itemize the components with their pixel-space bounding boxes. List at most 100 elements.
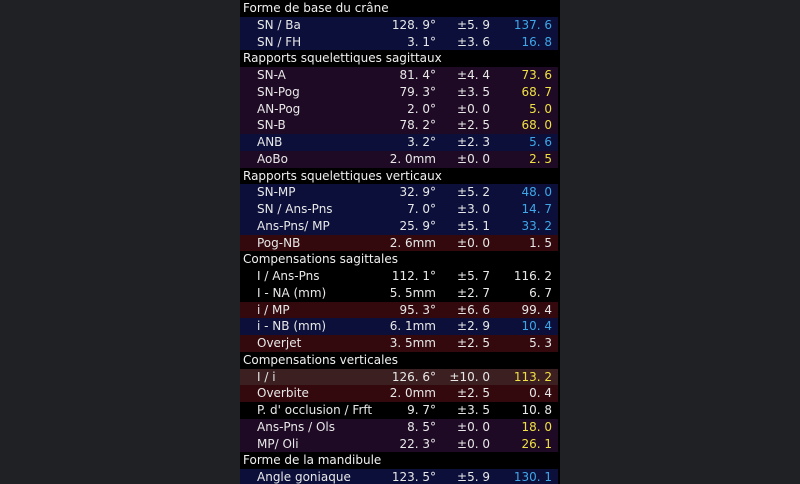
patient-value: 68. 0 [521, 118, 552, 133]
measurement-label: i - NB (mm) [257, 319, 327, 334]
std-deviation: ±3. 0 [457, 202, 490, 216]
section-header-compensations-sagittales: Compensations sagittales [243, 252, 398, 267]
patient-value: 113. 2 [513, 369, 552, 384]
norm-value: 112. 1° [391, 269, 436, 283]
measurement-row-overbite[interactable]: Overbite 2. 0mm ±2. 5 0. 4 [240, 385, 558, 402]
measurement-label: Pog-NB [257, 235, 301, 250]
std-deviation: ±2. 7 [457, 285, 490, 300]
section-header-rapports-squelettiques-verticaux: Rapports squelettiques verticaux [243, 168, 442, 183]
norm-value: 5. 5mm [389, 285, 436, 300]
std-deviation: ±3. 6 [457, 34, 490, 49]
measurement-label: SN-B [257, 118, 286, 133]
patient-value: 48. 0 [521, 185, 552, 200]
measurement-row-aobo[interactable]: AoBo 2. 0mm ±0. 0 2. 5 [240, 150, 558, 168]
measurement-row-sn-fh[interactable]: SN / FH 3. 1° ±3. 6 16. 8 [240, 33, 558, 51]
patient-value: 2. 5 [529, 151, 552, 166]
measurement-row-ans-pns-mp[interactable]: Ans-Pns/ MP 25. 9° ±5. 1 33. 2 [240, 217, 558, 235]
measurement-label: Ans-Pns / Ols [257, 419, 335, 434]
measurement-label: SN / FH [257, 34, 302, 49]
std-deviation: ±5. 2 [457, 185, 490, 200]
std-deviation: ±10. 0 [449, 369, 490, 384]
std-deviation: ±2. 5 [457, 118, 490, 133]
norm-value: 7. 0° [407, 202, 436, 216]
measurement-row-angle-goniaque[interactable]: Angle goniaque 123. 5° ±5. 9 130. 1 [240, 469, 558, 484]
measurement-row-sn-ans-pns[interactable]: SN / Ans-Pns 7. 0° ±3. 0 14. 7 [240, 201, 558, 218]
std-deviation: ±5. 1 [457, 218, 490, 233]
measurement-row-sn-b[interactable]: SN-B 78. 2° ±2. 5 68. 0 [240, 117, 558, 134]
norm-value: 6. 1mm [389, 319, 436, 334]
std-deviation: ±2. 5 [457, 336, 490, 350]
norm-value: 3. 2° [407, 135, 436, 149]
norm-value: 32. 9° [399, 185, 436, 200]
measurement-row-overjet[interactable]: Overjet 3. 5mm ±2. 5 5. 3 [240, 335, 558, 352]
std-deviation: ±2. 5 [457, 386, 490, 401]
measurement-label: SN-A [257, 68, 286, 82]
norm-value: 3. 1° [407, 34, 436, 49]
measurement-row-sn-ba[interactable]: SN / Ba 128. 9° ±5. 9 137. 6 [240, 16, 558, 34]
measurement-label: AoBo [257, 151, 288, 166]
std-deviation: ±2. 3 [457, 135, 490, 149]
std-deviation: ±6. 6 [457, 302, 490, 317]
measurement-row-anb[interactable]: ANB 3. 2° ±2. 3 5. 6 [240, 134, 558, 151]
norm-value: 128. 9° [391, 17, 436, 32]
patient-value: 16. 8 [521, 34, 552, 49]
measurement-row-i-nb-mm[interactable]: i - NB (mm) 6. 1mm ±2. 9 10. 4 [240, 318, 558, 335]
section-header-compensations-verticales: Compensations verticales [243, 352, 399, 367]
cephalometric-analysis-table: Forme de base du crâne SN / Ba 128. 9° ±5. … [240, 0, 560, 484]
measurement-row-sn-mp[interactable]: SN-MP 32. 9° ±5. 2 48. 0 [240, 184, 558, 201]
patient-value: 26. 1 [521, 436, 552, 451]
measurement-label: I - NA (mm) [257, 285, 327, 300]
norm-value: 3. 5mm [389, 336, 436, 350]
norm-value: 25. 9° [399, 218, 436, 233]
measurement-row-pog-nb[interactable]: Pog-NB 2. 6mm ±0. 0 1. 5 [240, 234, 558, 252]
measurement-row-ans-pns-ols[interactable]: Ans-Pns / Ols 8. 5° ±0. 0 18. 0 [240, 418, 558, 436]
measurement-row-mp-oli[interactable]: MP/ Oli 22. 3° ±0. 0 26. 1 [240, 435, 558, 453]
std-deviation: ±5. 9 [457, 17, 490, 32]
measurement-label: Overjet [257, 336, 302, 350]
norm-value: 81. 4° [399, 68, 436, 82]
patient-value: 5. 0 [529, 101, 552, 116]
patient-value: 137. 6 [513, 17, 552, 32]
std-deviation: ±0. 0 [457, 101, 490, 116]
measurement-label: i / MP [257, 302, 290, 317]
measurement-row-sn-a[interactable]: SN-A 81. 4° ±4. 4 73. 6 [240, 67, 558, 84]
measurement-label: SN / Ba [257, 17, 301, 32]
measurement-label: Angle goniaque [257, 470, 351, 484]
patient-value: 14. 7 [521, 202, 552, 216]
measurement-row-i-ans-pns[interactable]: I / Ans-Pns 112. 1° ±5. 7 116. 2 [240, 268, 558, 285]
patient-value: 99. 4 [521, 302, 552, 317]
measurement-row-i-mp[interactable]: i / MP 95. 3° ±6. 6 99. 4 [240, 301, 558, 319]
section-header-rapports-squelettiques-sagittaux: Rapports squelettiques sagittaux [243, 51, 442, 66]
norm-value: 8. 5° [407, 419, 436, 434]
norm-value: 123. 5° [391, 470, 436, 484]
measurement-row-p-d-occlusion-frft[interactable]: P. d' occlusion / Frft 9. 7° ±3. 5 10. 8 [240, 402, 558, 419]
patient-value: 6. 7 [529, 285, 552, 300]
measurement-row-i-i[interactable]: I / i 126. 6° ±10. 0 113. 2 [240, 368, 558, 386]
patient-value: 10. 8 [521, 403, 552, 417]
norm-value: 2. 0° [407, 101, 436, 116]
measurement-row-an-pog[interactable]: AN-Pog 2. 0° ±0. 0 5. 0 [240, 100, 558, 118]
patient-value: 130. 1 [513, 470, 552, 484]
std-deviation: ±5. 7 [457, 269, 490, 283]
section-header-forme-de-la-mandibule: Forme de la mandibule [243, 453, 382, 468]
std-deviation: ±4. 4 [457, 68, 490, 82]
std-deviation: ±0. 0 [457, 235, 490, 250]
section-header-forme-de-base-du-crane: Forme de base du crâne [243, 1, 389, 15]
measurement-label: SN / Ans-Pns [257, 202, 333, 216]
norm-value: 22. 3° [399, 436, 436, 451]
measurement-label: ANB [257, 135, 283, 149]
norm-value: 2. 0mm [389, 151, 436, 166]
norm-value: 126. 6° [391, 369, 436, 384]
norm-value: 95. 3° [399, 302, 436, 317]
norm-value: 79. 3° [399, 84, 436, 99]
measurement-label: MP/ Oli [257, 436, 299, 451]
patient-value: 116. 2 [513, 269, 552, 283]
patient-value: 5. 6 [529, 135, 552, 149]
measurement-row-sn-pog[interactable]: SN-Pog 79. 3° ±3. 5 68. 7 [240, 83, 558, 101]
measurement-label: Overbite [257, 386, 309, 401]
std-deviation: ±0. 0 [457, 151, 490, 166]
patient-value: 1. 5 [529, 235, 552, 250]
std-deviation: ±0. 0 [457, 436, 490, 451]
measurement-row-i-na-mm[interactable]: I - NA (mm) 5. 5mm ±2. 7 6. 7 [240, 285, 558, 302]
measurement-label: Ans-Pns/ MP [257, 218, 330, 233]
